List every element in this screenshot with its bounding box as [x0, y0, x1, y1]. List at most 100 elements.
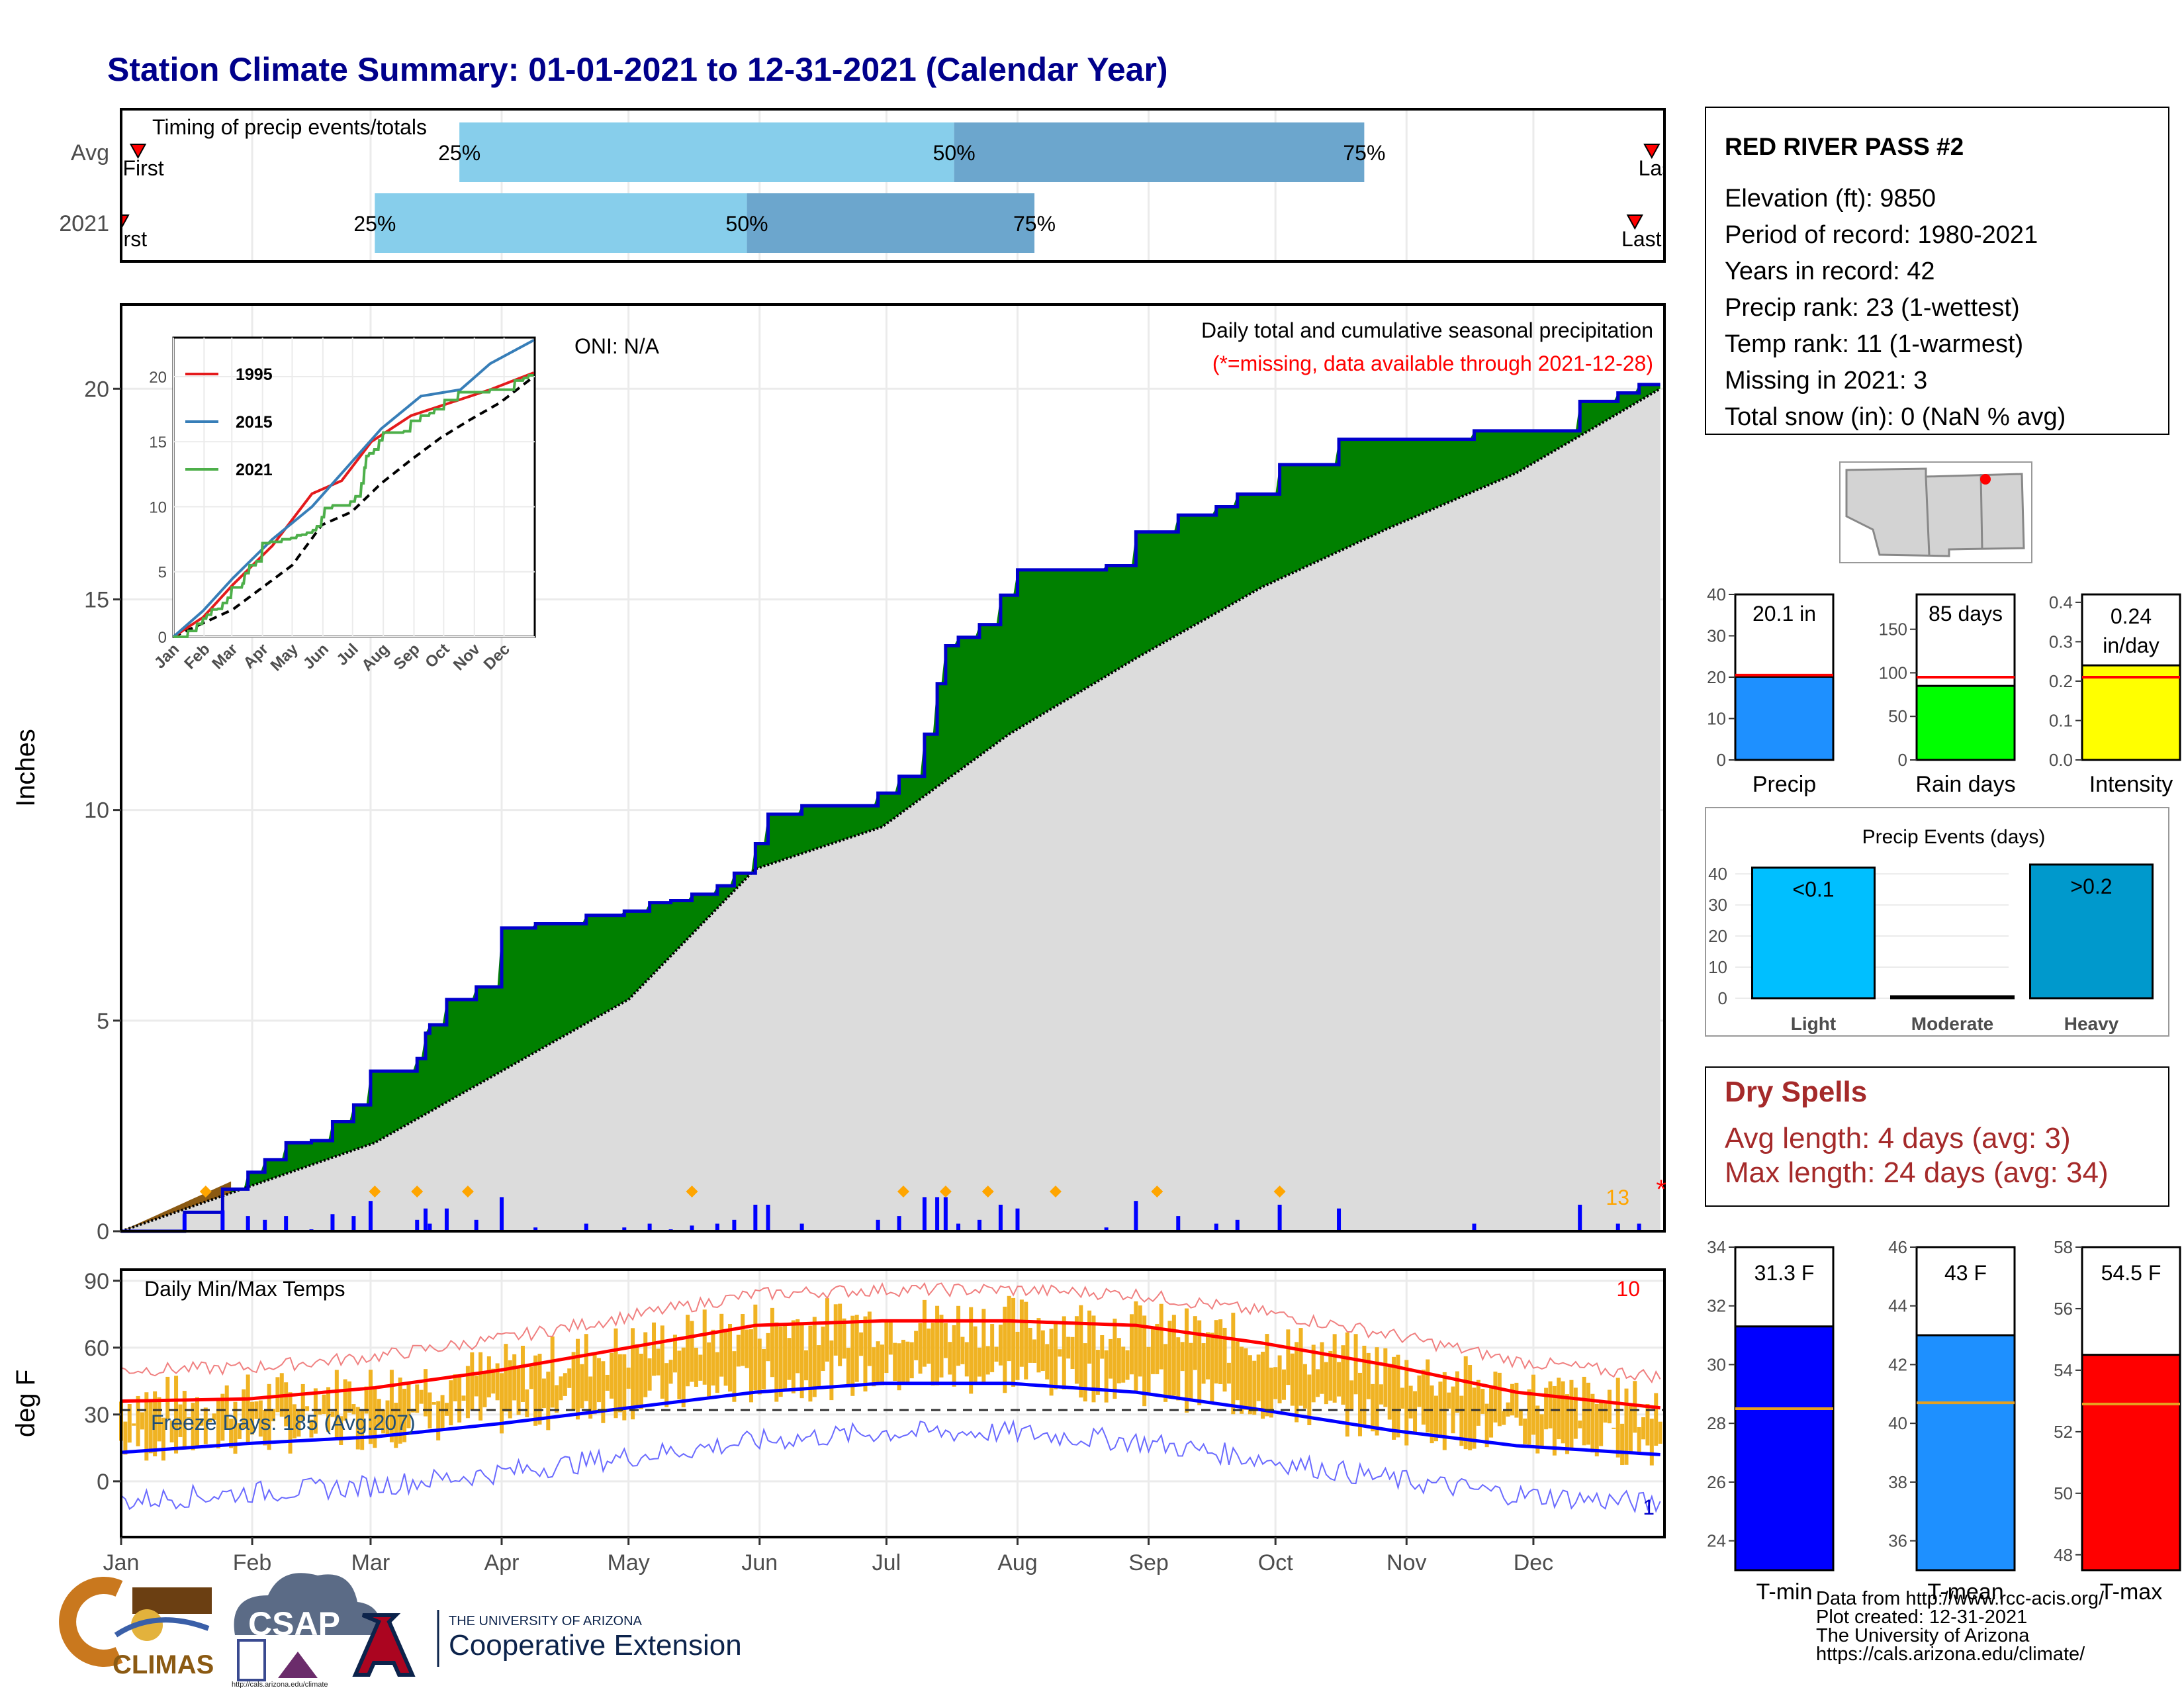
daily-temp-range-bar	[1091, 1315, 1096, 1403]
daily-temp-range-bar	[1455, 1371, 1459, 1413]
events-ytick-label: 10	[1708, 957, 1727, 977]
daily-temp-range-bar	[300, 1383, 305, 1421]
daily-temp-range-bar	[1265, 1334, 1269, 1417]
daily-temp-range-bar	[914, 1331, 919, 1360]
daily-temp-range-bar	[1607, 1389, 1612, 1424]
daily-temp-range-bar	[1535, 1405, 1540, 1454]
daily-temp-range-bar	[1083, 1343, 1087, 1402]
temp-bar-ytick-label: 36	[1888, 1531, 1907, 1551]
daily-temp-range-bar	[1408, 1385, 1413, 1419]
month-label: Jun	[741, 1550, 778, 1575]
freeze-days-label: Freeze Days: 185 (Avg:207)	[151, 1411, 416, 1434]
daily-temp-range-bar	[1379, 1384, 1383, 1405]
heavy-precip-marker	[939, 1186, 952, 1197]
timing-row-label-avg: Avg	[71, 140, 109, 165]
month-label: May	[608, 1550, 650, 1575]
daily-temp-range-bar	[1383, 1348, 1388, 1407]
daily-temp-range-bar	[639, 1353, 643, 1409]
precip-ytick-label: 15	[84, 587, 109, 612]
summary-bar-rain-days	[1915, 684, 2016, 761]
summary-ytick-label: 0.2	[2049, 671, 2073, 691]
daily-temp-range-bar	[1176, 1337, 1181, 1401]
daily-precip-bar	[368, 1201, 373, 1231]
daily-precip-bar	[1637, 1223, 1641, 1231]
daily-temp-range-bar	[424, 1369, 428, 1417]
daily-temp-range-bar	[626, 1367, 631, 1389]
summary-ytick-label: 0.1	[2049, 710, 2073, 730]
precip-header: Daily total and cumulative seasonal prec…	[1201, 318, 1653, 342]
daily-temp-range-bar	[1121, 1346, 1126, 1383]
daily-precip-bar	[1015, 1208, 1020, 1231]
summary-bar-intensity	[2081, 664, 2181, 761]
summary-ytick-label: 10	[1707, 709, 1726, 729]
daily-temp-range-bar	[1633, 1381, 1637, 1433]
summary-ytick-label: 20	[1707, 667, 1726, 687]
daily-temp-range-bar	[208, 1418, 212, 1423]
daily-temp-range-bar	[364, 1386, 369, 1414]
daily-temp-range-bar	[745, 1329, 749, 1368]
daily-temp-range-bar	[1129, 1314, 1134, 1375]
daily-temp-range-bar	[863, 1316, 868, 1392]
daily-temp-range-bar	[1489, 1386, 1494, 1438]
daily-temp-range-bar	[449, 1380, 453, 1426]
temperature-bars: 31.3 F 24 26 28 30 32 34 T-min 43 F 36 38 40 42 44 46 T…	[1707, 1237, 2181, 1605]
daily-precip-bar	[943, 1197, 948, 1231]
daily-temp-range-bar	[1586, 1382, 1590, 1445]
daily-temp-range-bar	[1654, 1393, 1659, 1446]
daily-temp-range-bar	[1375, 1347, 1379, 1436]
temp-bar-t-mean	[1915, 1334, 2016, 1571]
precip-ytick-label: 5	[97, 1009, 109, 1034]
daily-temp-range-bar	[212, 1413, 216, 1420]
daily-temp-range-bar	[136, 1395, 140, 1446]
oni-label: ONI: N/A	[574, 334, 660, 358]
daily-temp-range-bar	[161, 1417, 165, 1461]
daily-precip-bar	[428, 1223, 432, 1231]
daily-temp-range-bar	[555, 1385, 559, 1413]
daily-temp-range-bar	[1594, 1403, 1599, 1457]
timing-p25-label: 25%	[438, 141, 480, 165]
daily-temp-range-bar	[1007, 1295, 1011, 1362]
daily-temp-range-bar	[1459, 1395, 1464, 1446]
daily-temp-range-bar	[732, 1351, 737, 1402]
daily-temp-range-bar	[1269, 1368, 1273, 1418]
heavy-precip-marker	[981, 1186, 994, 1197]
daily-temp-range-bar	[275, 1377, 280, 1413]
daily-temp-range-bar	[1163, 1344, 1168, 1402]
daily-temp-range-bar	[284, 1382, 289, 1427]
daily-temp-range-bar	[1201, 1343, 1206, 1384]
daily-temp-range-bar	[263, 1410, 267, 1446]
daily-temp-range-bar	[1113, 1319, 1117, 1399]
daily-temp-range-bar	[127, 1403, 132, 1443]
temp-bar-ytick-label: 44	[1888, 1296, 1907, 1316]
daily-temp-range-bar	[1476, 1380, 1480, 1426]
daily-temp-range-bar	[500, 1373, 504, 1434]
daily-temp-range-bar	[224, 1385, 229, 1430]
missing-marker: *	[1656, 1175, 1666, 1204]
daily-temp-range-bar	[187, 1417, 191, 1419]
daily-temp-range-bar	[1079, 1305, 1083, 1398]
temp-bar-label: T-min	[1756, 1579, 1813, 1605]
summary-bar-value: 20.1 in	[1752, 602, 1816, 626]
summary-ytick-label: 0.0	[2049, 750, 2073, 770]
page-title: Station Climate Summary: 01-01-2021 to 1…	[107, 51, 1168, 88]
daily-temp-range-bar	[1036, 1318, 1041, 1373]
daily-temp-range-bar	[985, 1346, 990, 1375]
daily-temp-range-bar	[1116, 1338, 1121, 1383]
daily-temp-range-bar	[246, 1374, 250, 1442]
daily-temp-range-bar	[1426, 1359, 1430, 1433]
daily-temp-range-bar	[495, 1363, 500, 1401]
daily-precip-bar	[263, 1219, 267, 1231]
summary-ytick-label: 0	[1717, 750, 1726, 770]
summary-bar-value: 85 days	[1929, 602, 2003, 626]
daily-temp-range-bar	[148, 1400, 153, 1454]
daily-temp-range-bar	[1222, 1327, 1227, 1392]
daily-temp-range-bar	[757, 1338, 762, 1395]
daily-temp-range-bar	[1337, 1362, 1342, 1397]
daily-temp-range-bar	[1087, 1310, 1092, 1364]
temp-bar-value: 31.3 F	[1754, 1261, 1815, 1285]
inset-ytick-label: 15	[149, 434, 167, 451]
daily-temp-range-bar	[981, 1309, 986, 1383]
daily-temp-range-bar	[330, 1411, 335, 1417]
events-bar-label: Light	[1791, 1013, 1836, 1034]
